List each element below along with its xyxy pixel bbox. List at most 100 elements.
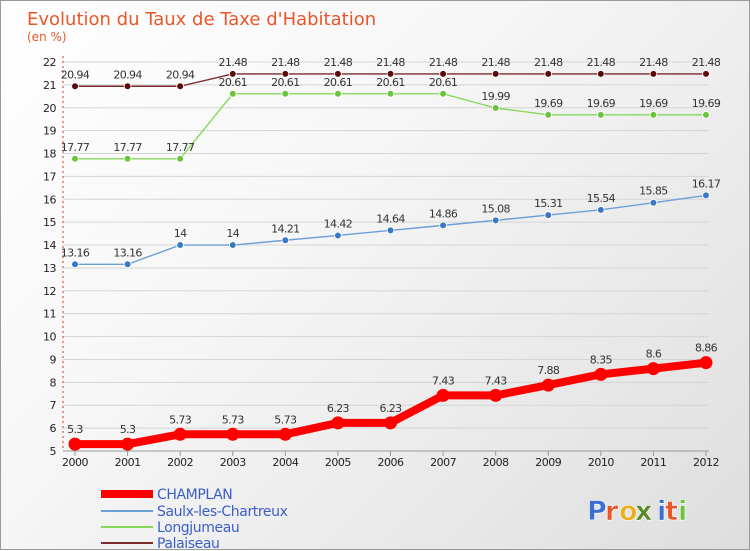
data-point [68, 437, 82, 451]
data-point [597, 111, 605, 119]
data-label: 8.86 [695, 342, 718, 355]
data-label: 5.3 [120, 423, 136, 436]
series-longjumeau: 17.77 17.77 17.77 20.61 20.61 20.61 20.61 20.61… [61, 76, 721, 163]
data-point [699, 356, 713, 370]
legend-label: Saulx-les-Chartreux [157, 504, 288, 520]
data-point [541, 378, 555, 392]
data-point [173, 427, 187, 441]
data-label: 19.69 [587, 97, 616, 110]
y-tick-label: 12 [43, 285, 56, 298]
data-point [646, 362, 660, 376]
data-point [123, 260, 132, 269]
data-label: 15.54 [587, 192, 616, 205]
data-point [386, 70, 395, 78]
y-tick-label: 21 [43, 79, 56, 92]
chart-subtitle: (en %) [27, 30, 67, 44]
x-tick-label: 2002 [167, 456, 193, 469]
y-tick-label: 22 [43, 56, 56, 69]
y-tick-label: 7 [50, 399, 57, 412]
proxiti-logo: Pr ox it i [587, 496, 688, 528]
x-tick-label: 2011 [640, 456, 666, 469]
logo-letter: i [657, 496, 666, 527]
logo-letter: t [665, 496, 678, 527]
data-label: 13.16 [61, 246, 90, 259]
data-label: 17.77 [61, 141, 90, 154]
data-point [121, 437, 135, 451]
data-label: 14.21 [271, 222, 300, 235]
data-label: 19.99 [481, 90, 510, 103]
series-palaiseau: 20.94 20.94 20.94 21.48 21.48 21.48 21.48 21.48… [61, 56, 721, 91]
data-label: 15.31 [534, 197, 563, 210]
logo-letter: i [678, 496, 687, 527]
data-label: 6.23 [379, 402, 402, 415]
data-point [436, 388, 450, 402]
data-point [228, 70, 237, 78]
x-tick-label: 2001 [115, 456, 141, 469]
data-label: 15.85 [639, 185, 668, 198]
data-point [439, 221, 447, 230]
data-label: 20.61 [219, 76, 248, 89]
y-tick-label: 10 [43, 331, 56, 344]
data-point [228, 90, 237, 98]
logo-letter: P [587, 496, 607, 527]
series-saulx-les-chartreux: 13.16 13.16 14 14 14.21 14.42 14.64 14.86 15.08 1… [61, 177, 721, 269]
data-point [228, 241, 237, 249]
data-point [331, 416, 345, 430]
data-point [544, 211, 553, 219]
data-label: 21.48 [429, 56, 458, 69]
data-point [491, 216, 500, 225]
data-point [597, 206, 605, 214]
data-label: 14 [174, 227, 187, 240]
data-point [176, 154, 184, 163]
data-label: 15.08 [481, 202, 510, 215]
data-point [281, 236, 290, 245]
data-point [439, 70, 447, 78]
x-tick-label: 2007 [430, 456, 456, 469]
data-label: 17.77 [166, 141, 195, 154]
data-point [491, 70, 500, 78]
data-point [278, 427, 292, 441]
chart-title: Evolution du Taux de Taxe d'Habitation [27, 9, 376, 30]
x-tick-label: 2012 [693, 456, 719, 469]
y-tick-label: 20 [43, 102, 56, 115]
data-point [71, 260, 79, 269]
data-point [594, 367, 608, 381]
grid-layer [63, 61, 709, 452]
data-label: 19.69 [639, 97, 668, 110]
data-label: 14.86 [429, 207, 458, 220]
data-label: 20.61 [429, 76, 458, 89]
data-label: 5.73 [169, 413, 192, 426]
legend-label: Longjumeau [157, 520, 239, 536]
data-point [71, 154, 79, 163]
data-point [226, 427, 240, 441]
y-tick-label: 19 [43, 125, 56, 138]
x-tick-label: 2010 [588, 456, 614, 469]
y-tick-label: 18 [43, 148, 56, 161]
data-label: 17.77 [113, 141, 142, 154]
x-tick-label: 2003 [220, 456, 246, 469]
data-point [281, 70, 290, 78]
data-point [281, 90, 290, 98]
y-tick-label: 15 [43, 216, 56, 229]
y-tick-label: 8 [50, 376, 57, 389]
data-label: 6.23 [327, 402, 350, 415]
series-layer: 20.94 20.94 20.94 21.48 21.48 21.48 21.48 21.48… [61, 56, 721, 451]
legend-label: Palaiseau [157, 536, 220, 551]
data-point [123, 154, 132, 163]
x-tick-label: 2006 [378, 456, 404, 469]
x-tick-label: 2000 [62, 456, 88, 469]
data-label: 14.42 [324, 217, 353, 230]
data-point [439, 90, 447, 98]
y-tick-label: 13 [43, 262, 56, 275]
data-label: 5.3 [67, 423, 83, 436]
data-point [491, 104, 500, 112]
data-point [71, 82, 79, 91]
legend-label: CHAMPLAN [157, 487, 232, 503]
y-tick-label: 14 [43, 239, 56, 252]
data-label: 21.48 [587, 56, 616, 69]
data-label: 5.73 [274, 413, 297, 426]
data-label: 8.35 [590, 353, 613, 366]
data-label: 20.61 [376, 76, 405, 89]
